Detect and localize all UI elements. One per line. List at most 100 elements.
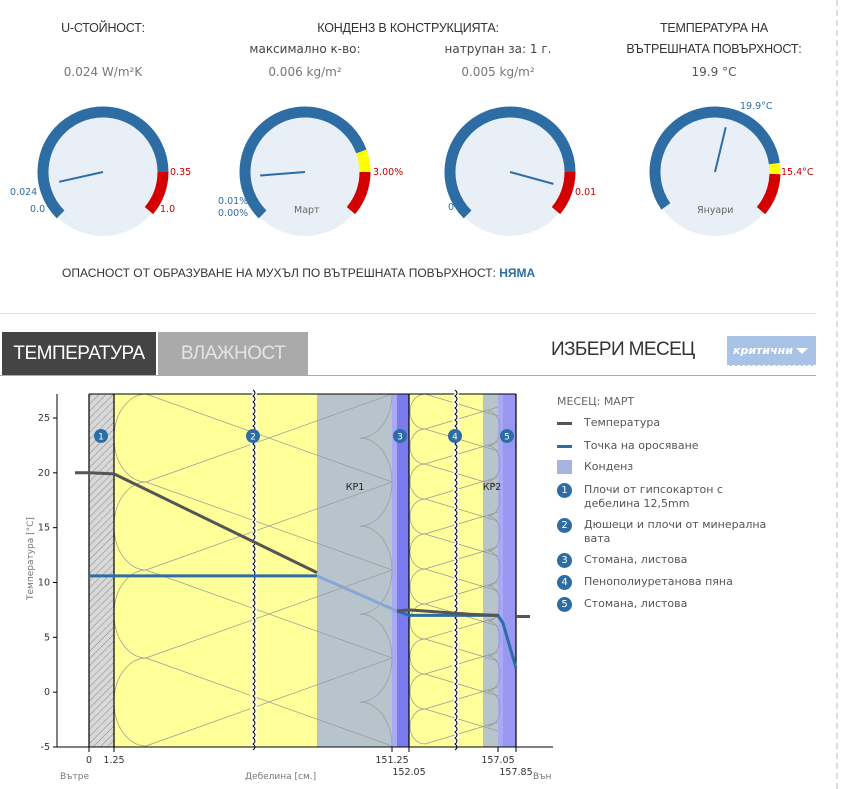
foam-loop	[487, 655, 501, 692]
foam-loop	[487, 445, 501, 482]
layer-number-icon: 3	[557, 553, 572, 568]
wool-loop	[359, 437, 393, 527]
foam-line	[424, 616, 499, 640]
layer-marker-number: 2	[250, 433, 256, 443]
condensation-title: КОНДЕНЗ В КОНСТРУКЦИЯТА:	[317, 21, 499, 35]
gauge3-min: 0	[448, 202, 455, 213]
tab-humidity[interactable]: ВЛАЖНОСТ	[158, 332, 308, 376]
layer-number-icon: 1	[557, 483, 572, 498]
y-tick-label: 15	[38, 523, 50, 534]
legend-layer-2: 2 Дюшеци и плочи от минерална вата	[557, 518, 777, 546]
layer-marker-number: 4	[452, 433, 458, 443]
foam-loop	[409, 673, 426, 710]
legend-layer-label: Плочи от гипсокартон с дебелина 12,5mm	[584, 483, 723, 510]
gauge-needle	[260, 171, 306, 177]
layer-marker-icon	[393, 429, 407, 443]
layer-3-steel	[397, 394, 409, 747]
foam-loop	[409, 498, 426, 535]
month-select[interactable]: критични	[727, 336, 816, 366]
x-left-label: Вътре	[60, 772, 90, 782]
layer-marker-number: 5	[504, 433, 510, 443]
condensation-zone-label: КР1	[346, 482, 365, 493]
layer-marker-icon	[94, 429, 108, 443]
layer-marker-icon	[448, 429, 462, 443]
wool-loop	[114, 569, 147, 659]
gauge4-current: 19.9°C	[740, 101, 773, 112]
gauge4-threshold: 15.4°C	[781, 167, 814, 178]
wool-loop	[114, 394, 147, 483]
foam-line	[424, 673, 499, 697]
foam-line	[424, 406, 499, 430]
wool-loop	[359, 525, 393, 615]
u-value-title: U-СТОЙНОСТ:	[61, 21, 145, 35]
condensation-max-value: 0.006 kg/m²	[268, 65, 342, 79]
wool-loop	[114, 481, 147, 571]
legend-temperature-label: Температура	[584, 416, 661, 429]
legend-layer-4: 4 Пенополиуретанова пяна	[557, 575, 733, 590]
foam-line	[424, 651, 499, 675]
y-axis-label: Температура [°C]	[26, 517, 36, 600]
x-tick-label: 1.25	[103, 755, 124, 766]
layer-number-icon: 2	[557, 518, 572, 533]
gauge2-min: 0.00%	[218, 208, 249, 219]
condensation-accum-value: 0.005 kg/m²	[461, 65, 535, 79]
foam-loop	[409, 603, 426, 640]
layer-marker-icon	[246, 429, 260, 443]
temperature-swatch	[557, 422, 572, 425]
foam-line	[424, 546, 499, 570]
mold-risk: ОПАСНОСТ ОТ ОБРАЗУВАНЕ НА МУХЪЛ ПО ВЪТРЕ…	[62, 266, 535, 280]
gauge3-threshold: 0.01	[575, 187, 597, 198]
gauge2-month: Март	[294, 205, 320, 216]
layer-1-gypsum	[89, 394, 114, 747]
foam-line	[424, 581, 499, 605]
foam-loop	[487, 480, 501, 517]
foam-loop	[487, 515, 501, 552]
gauge1-max: 1.0	[160, 204, 176, 215]
foam-line	[424, 498, 499, 522]
dew-point-swatch	[557, 445, 572, 448]
legend-condensation-label: Конденз	[584, 460, 634, 473]
gauge4-month: Януари	[697, 205, 734, 216]
gauge-segment	[356, 149, 371, 173]
layer-marker-number: 3	[397, 433, 403, 443]
legend-layer-label: Пенополиуретанова пяна	[584, 575, 733, 588]
gauge-segment	[768, 162, 781, 175]
tab-temperature[interactable]: ТЕМПЕРАТУРА	[2, 332, 156, 376]
temperature-line	[396, 608, 499, 617]
foam-line	[424, 686, 499, 710]
legend-layer-5: 5 Стомана, листова	[557, 597, 687, 612]
gauge2-current: 0.01%	[218, 196, 249, 207]
gauge1-current: 0.024	[10, 187, 38, 198]
mold-risk-label: ОПАСНОСТ ОТ ОБРАЗУВАНЕ НА МУХЪЛ ПО ВЪТРЕ…	[62, 266, 496, 280]
wool-loop	[359, 394, 393, 439]
surface-temp-title-1: ТЕМПЕРАТУРА НА	[659, 21, 769, 35]
foam-line	[424, 476, 499, 500]
layer-marker-number: 1	[98, 433, 104, 443]
layer-2-mineral-wool	[114, 394, 317, 747]
foam-line	[424, 533, 499, 557]
x-tick-label: 157.85	[499, 767, 532, 778]
legend-condensation: Конденз	[557, 460, 633, 474]
foam-line	[424, 441, 499, 465]
gauge-segment	[144, 171, 169, 215]
foam-loop	[487, 585, 501, 622]
wool-line	[145, 569, 393, 659]
gauge-needle	[58, 171, 104, 183]
foam-loop	[409, 394, 426, 430]
layer-5-steel	[503, 394, 516, 747]
legend-month: МЕСЕЦ: МАРТ	[557, 395, 635, 408]
condensation-accum-label: натрупан за: 1 г.	[444, 42, 552, 56]
legend-layer-3: 3 Стомана, листова	[557, 553, 687, 568]
legend-dew-point: Точка на оросяване	[557, 439, 699, 453]
wool-line	[145, 481, 393, 571]
foam-line	[424, 568, 499, 592]
gauge-needle	[714, 127, 727, 173]
x-tick-label: 157.05	[481, 755, 514, 766]
condensation-zone-label: КР2	[483, 482, 502, 493]
y-tick-label: -5	[41, 742, 50, 753]
y-tick-label: 25	[38, 413, 50, 424]
wool-line	[145, 657, 393, 747]
legend-layer-label: Дюшеци и плочи от минерална вата	[584, 518, 767, 545]
axis-break	[252, 389, 256, 751]
